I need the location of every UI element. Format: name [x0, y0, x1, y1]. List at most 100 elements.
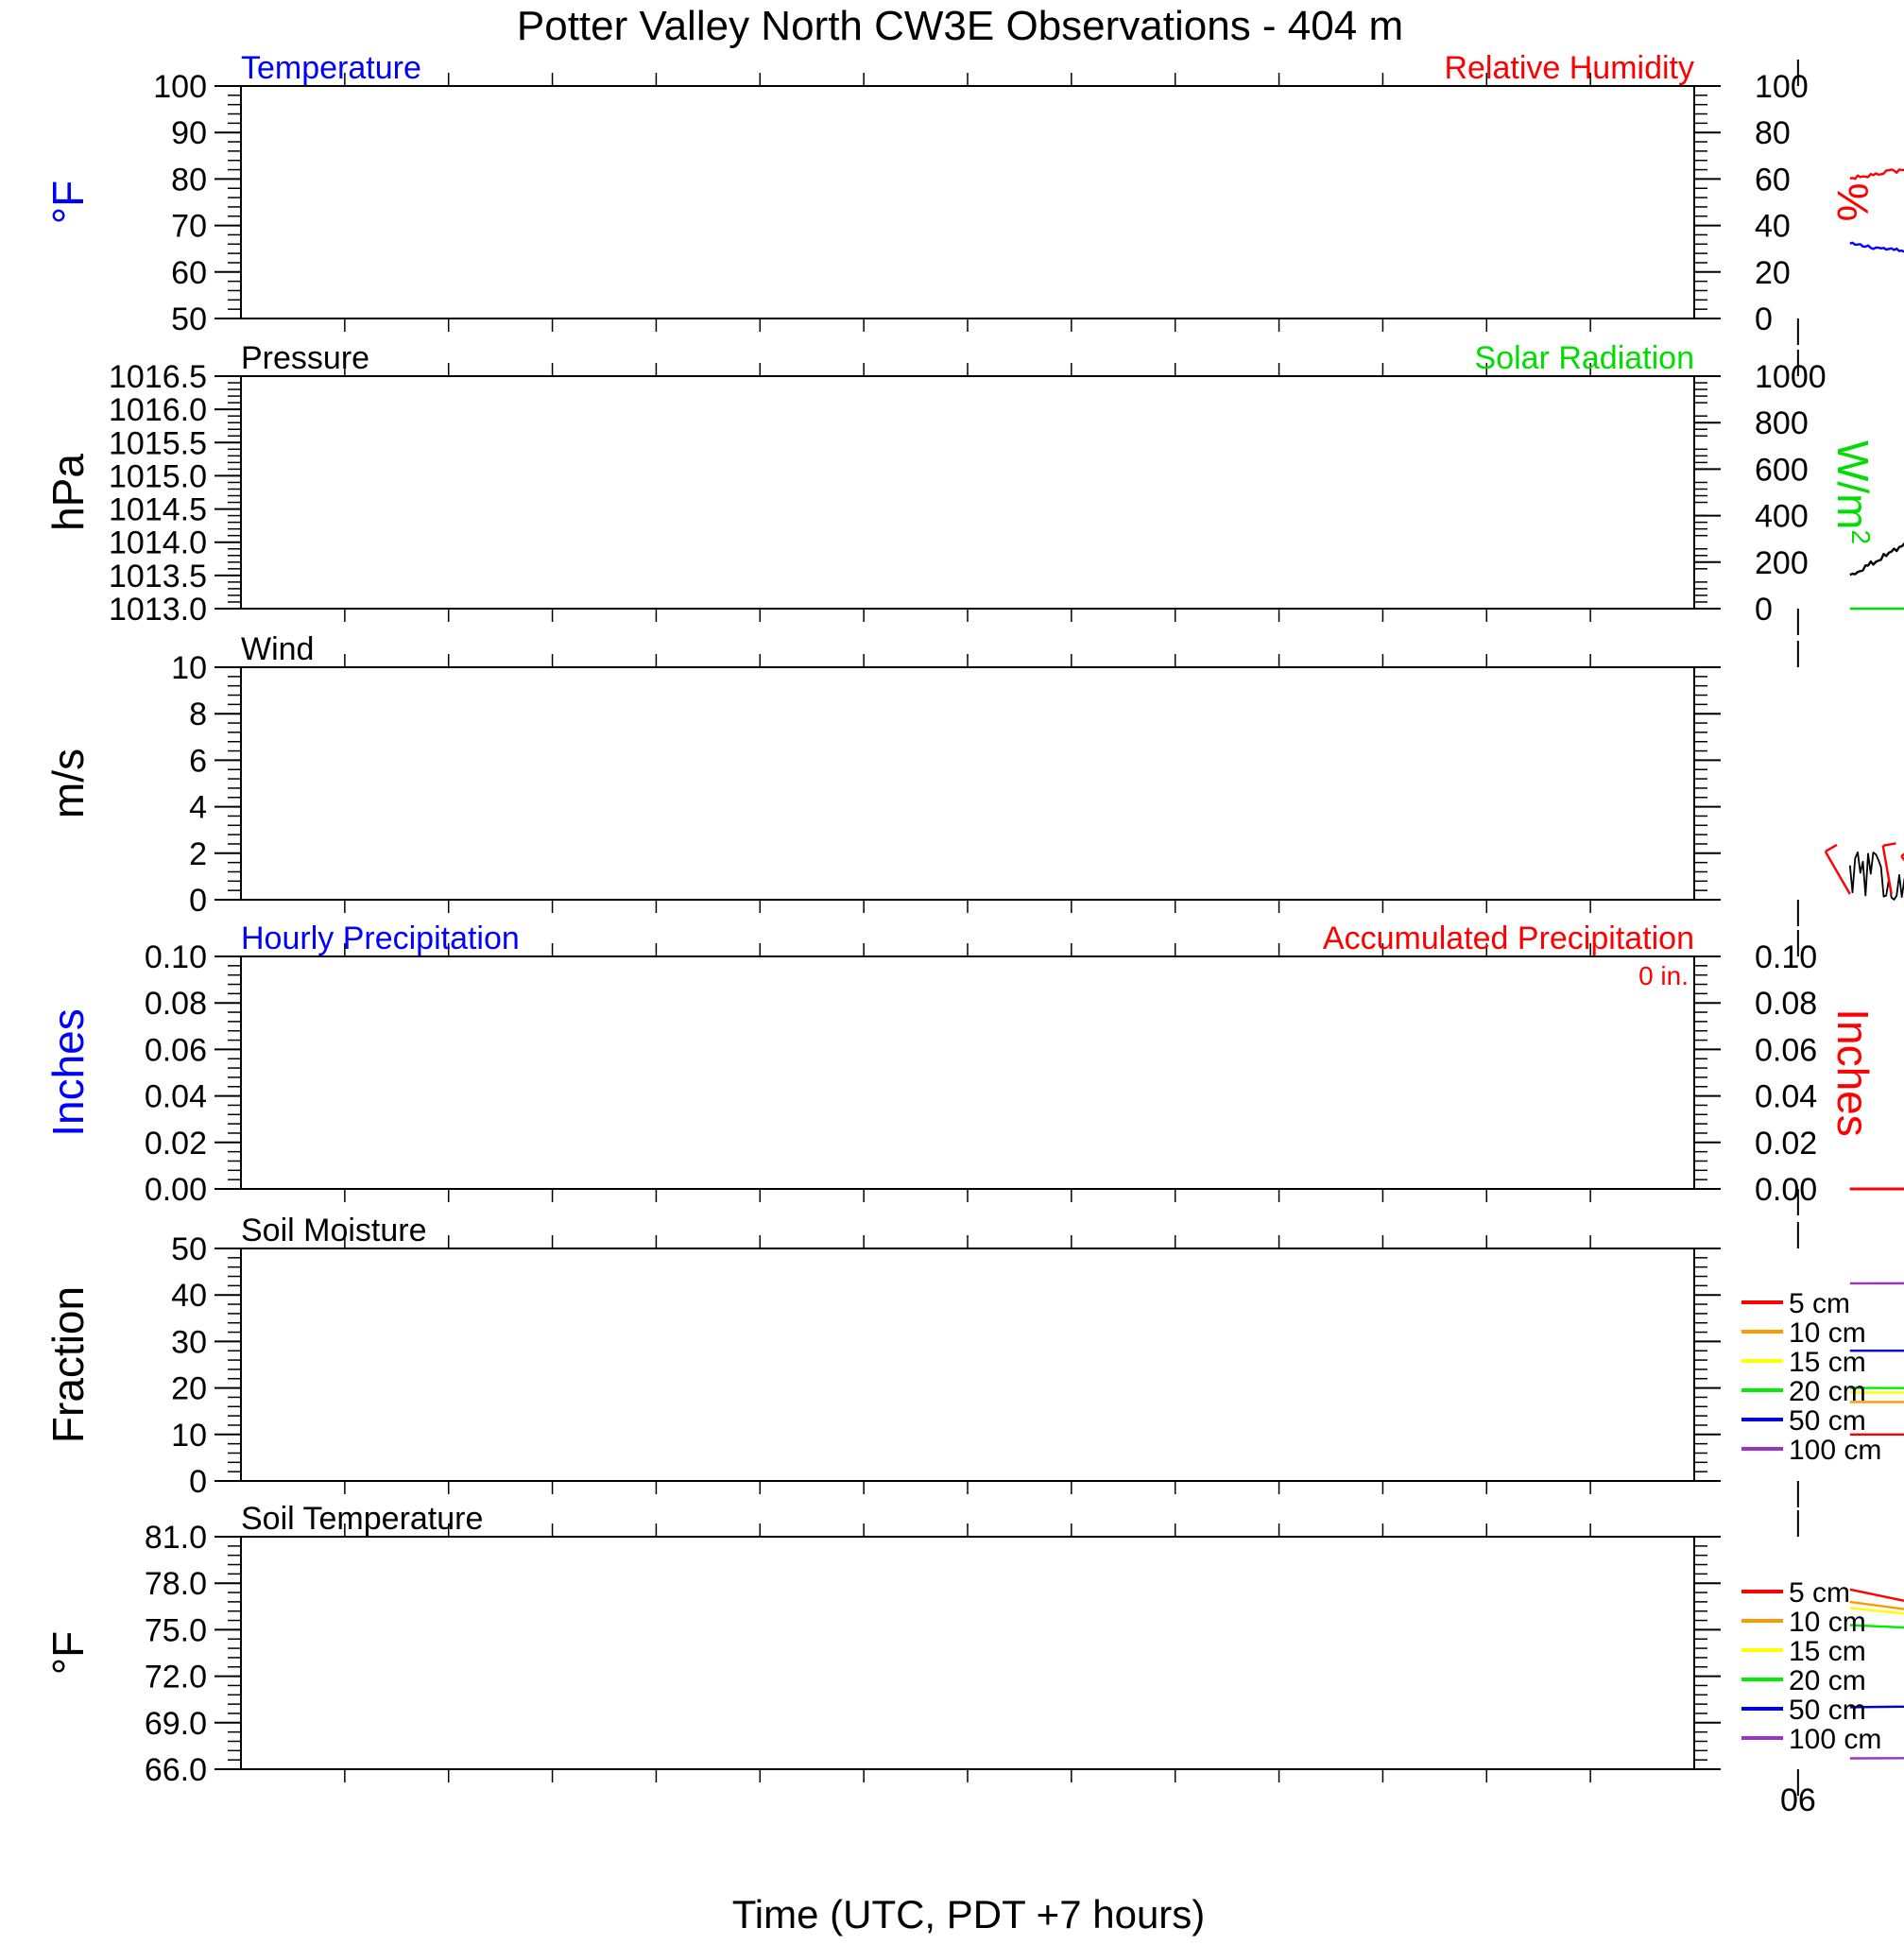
y-left-tick-label: 60 [171, 255, 207, 291]
panel-pressure_solar: 1016.51016.01015.51015.01014.51014.01013… [43, 340, 1904, 635]
y-left-tick-label: 72.0 [145, 1660, 207, 1695]
legend-label: 15 cm [1789, 1347, 1866, 1378]
plot-frame [240, 85, 1695, 319]
y-left-tick-label: 0.02 [145, 1126, 207, 1162]
y-left-tick-label: 0.00 [145, 1172, 207, 1208]
y-left-tick-label: 1016.5 [109, 359, 207, 395]
y-left-tick-label: 81.0 [145, 1520, 207, 1556]
y-left-tick-label: 1013.0 [109, 592, 207, 628]
y-right-tick-label: 80 [1755, 115, 1791, 151]
legend-label: 20 cm [1789, 1665, 1866, 1696]
legend-label: 100 cm [1789, 1435, 1881, 1466]
y-left-tick-label: 66.0 [145, 1752, 207, 1788]
series-line-wind-speed [1848, 851, 1904, 901]
y-right-tick-label: 0.02 [1755, 1126, 1817, 1162]
panel-title-left: Soil Moisture [241, 1213, 427, 1248]
panel-title-right: Accumulated Precipitation [1323, 921, 1694, 956]
x-axis-label: Time (UTC, PDT +7 hours) [732, 1892, 1206, 1936]
legend-label: 10 cm [1789, 1317, 1866, 1349]
y-left-tick-label: 1016.0 [109, 392, 207, 428]
x-minor-ticks [344, 654, 1591, 913]
y-left-tick-label: 8 [189, 697, 207, 732]
panel-title-left: Pressure [241, 340, 369, 376]
y-right-tick-label: 100 [1755, 69, 1809, 105]
series-line-100-cm [1849, 1282, 1904, 1285]
y-right-tick-label: 200 [1755, 545, 1809, 581]
y-left-tick-label: 30 [171, 1324, 207, 1360]
plot-frame [240, 375, 1695, 610]
wind-barb [1881, 845, 1893, 895]
y-right-axis-label: Inches [1828, 1008, 1878, 1137]
x-tick-label: 06 [1780, 1782, 1816, 1818]
legend-label: 100 cm [1789, 1724, 1881, 1755]
y-left-tick-label: 100 [153, 69, 207, 105]
y-left-tick-label: 1013.5 [109, 559, 207, 594]
y-left-tick-label: 0 [189, 1464, 207, 1500]
y-left-axis-label: Fraction [43, 1286, 93, 1443]
y-left-tick-label: 4 [189, 790, 207, 826]
chart-title: Potter Valley North CW3E Observations - … [517, 3, 1403, 49]
legend-label: 5 cm [1789, 1288, 1850, 1319]
x-minor-ticks [344, 363, 1591, 622]
wind-barb [1824, 851, 1851, 895]
y-left-tick-label: 0.10 [145, 939, 207, 975]
x-major-ticks [1796, 1510, 1799, 1796]
x-major-ticks [1796, 350, 1799, 635]
wind-barb-flag [1900, 852, 1904, 858]
legend-label: 50 cm [1789, 1405, 1866, 1437]
y-left-tick-label: 10 [171, 650, 207, 686]
y-right-tick-label: 400 [1755, 499, 1809, 535]
plot-frame [240, 666, 1695, 901]
y-left-tick-label: 70 [171, 209, 207, 245]
y-left-tick-label: 0.04 [145, 1079, 207, 1115]
legend-label: 10 cm [1789, 1607, 1866, 1638]
plot-frame [240, 955, 1695, 1190]
plot-frame [240, 1536, 1695, 1770]
y-left-tick-label: 1014.5 [109, 492, 207, 528]
y-right-tick-label: 20 [1755, 255, 1791, 291]
y-left-tick-label: 1015.5 [109, 425, 207, 461]
x-major-ticks [1796, 1222, 1799, 1507]
legend-label: 15 cm [1789, 1636, 1866, 1667]
y-left-tick-label: 69.0 [145, 1706, 207, 1742]
y-right-tick-label: 0.00 [1755, 1172, 1817, 1208]
x-minor-ticks [344, 73, 1591, 332]
y-right-tick-label: 800 [1755, 405, 1809, 441]
y-left-tick-label: 50 [171, 301, 207, 337]
y-left-tick-label: 75.0 [145, 1612, 207, 1648]
y-right-tick-label: 60 [1755, 162, 1791, 198]
wind-barbs [1824, 842, 1904, 895]
panel-title-left: Soil Temperature [241, 1501, 483, 1537]
panel-title-left: Temperature [241, 50, 421, 86]
y-left-tick-label: 78.0 [145, 1566, 207, 1602]
y-right-tick-label: 600 [1755, 452, 1809, 488]
panel-soil_temperature: 81.0 78.0 75.0 72.0 69.0 66.0 Soil Temperature… [43, 1501, 1904, 1818]
x-minor-ticks [344, 943, 1591, 1202]
y-right-tick-label: 0.04 [1755, 1079, 1817, 1115]
panel-temperature_humidity: 100 90 80 70 60 50 100 80 60 40 20 0 Temperature Rela… [43, 50, 1904, 345]
y-left-tick-label: 50 [171, 1231, 207, 1267]
y-right-tick-label: 0.06 [1755, 1032, 1817, 1068]
y-right-tick-label: 0.08 [1755, 986, 1817, 1022]
y-left-tick-label: 20 [171, 1371, 207, 1407]
y-left-axis-label: °F [43, 1631, 93, 1676]
y-left-tick-label: 0.06 [145, 1032, 207, 1068]
y-right-axis-label: % [1828, 183, 1878, 222]
y-left-tick-label: 0.08 [145, 986, 207, 1022]
y-left-tick-label: 0 [189, 883, 207, 919]
y-right-tick-label: 1000 [1755, 359, 1827, 395]
x-minor-ticks [344, 1235, 1591, 1494]
y-left-axis-label: Inches [43, 1008, 93, 1137]
y-left-tick-label: 90 [171, 115, 207, 151]
panel-precipitation: 0.10 0.08 0.06 0.04 0.02 0.00 0.10 0.08 0.06 0.04… [43, 921, 1904, 1215]
x-major-ticks [1796, 930, 1799, 1215]
series-group [1848, 851, 1904, 901]
y-right-tick-label: 0.10 [1755, 939, 1817, 975]
panel-wind: 10 8 6 4 2 0 Wind m/s [43, 631, 1904, 926]
y-left-tick-label: 6 [189, 743, 207, 779]
legend-label: 5 cm [1789, 1577, 1850, 1609]
panel-title-right: Solar Radiation [1475, 340, 1694, 376]
